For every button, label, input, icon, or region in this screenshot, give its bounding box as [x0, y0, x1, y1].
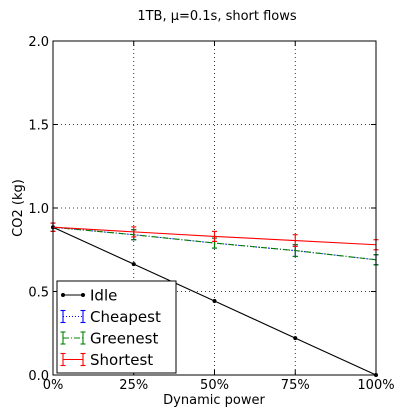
y-axis-label: CO2 (kg) [11, 179, 26, 237]
legend-item-cheapest: Cheapest [60, 308, 161, 326]
data-point-idle [212, 299, 217, 304]
legend-item-shortest: Shortest [60, 351, 153, 369]
legend-item-greenest: Greenest [60, 330, 158, 348]
y-tick-label: 1.0 [28, 202, 49, 217]
x-tick-label: 25% [119, 378, 148, 393]
data-point-idle [131, 262, 136, 267]
error-bar-shortest [212, 230, 217, 242]
error-bar-shortest [292, 234, 298, 247]
legend-label-shortest: Shortest [90, 351, 153, 369]
legend-box [56, 280, 177, 374]
legend-label-greenest: Greenest [90, 330, 158, 348]
legend-label-cheapest: Cheapest [90, 308, 161, 326]
x-tick-label: 100% [357, 378, 394, 393]
x-tick-label: 0% [43, 378, 64, 393]
data-point-idle [293, 336, 298, 341]
x-axis-label: Dynamic power [163, 393, 265, 408]
chart-title: 1TB, μ=0.1s, short flows [137, 9, 297, 24]
y-tick-label: 0.0 [28, 369, 49, 384]
y-tick-label: 2.0 [28, 35, 49, 50]
x-tick-label: 50% [200, 378, 229, 393]
legend: Idle Cheapest Greenest Shortest [56, 280, 177, 374]
legend-label-idle: Idle [90, 287, 117, 305]
error-bar-shortest [131, 226, 137, 238]
tick-layer: 0% 25% 50% 75% 100% 0.0 0.5 1.0 1.5 2.0 [28, 35, 394, 393]
legend-item-idle: Idle [61, 287, 117, 305]
x-tick-label: 75% [281, 378, 310, 393]
y-tick-label: 0.5 [28, 286, 49, 301]
y-tick-label: 1.5 [28, 119, 49, 134]
